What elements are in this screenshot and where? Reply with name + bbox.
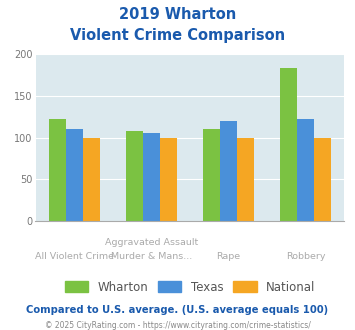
Bar	[314, 138, 331, 221]
Bar	[126, 131, 143, 221]
Bar	[49, 118, 66, 221]
Text: Compared to U.S. average. (U.S. average equals 100): Compared to U.S. average. (U.S. average …	[26, 305, 329, 315]
Bar	[280, 68, 297, 221]
Bar	[83, 138, 100, 221]
Bar	[160, 138, 177, 221]
Bar	[143, 133, 160, 221]
Legend: Wharton, Texas, National: Wharton, Texas, National	[60, 276, 320, 299]
Bar	[203, 129, 220, 221]
Text: 2019 Wharton: 2019 Wharton	[119, 7, 236, 21]
Bar	[66, 129, 83, 221]
Text: Robbery: Robbery	[286, 252, 326, 261]
Text: All Violent Crime: All Violent Crime	[34, 252, 114, 261]
Bar	[237, 138, 254, 221]
Text: © 2025 CityRating.com - https://www.cityrating.com/crime-statistics/: © 2025 CityRating.com - https://www.city…	[45, 321, 310, 330]
Text: Violent Crime Comparison: Violent Crime Comparison	[70, 28, 285, 43]
Bar	[220, 121, 237, 221]
Text: Aggravated Assault: Aggravated Assault	[105, 238, 198, 247]
Text: Rape: Rape	[217, 252, 241, 261]
Bar	[297, 118, 314, 221]
Text: Murder & Mans...: Murder & Mans...	[111, 252, 192, 261]
